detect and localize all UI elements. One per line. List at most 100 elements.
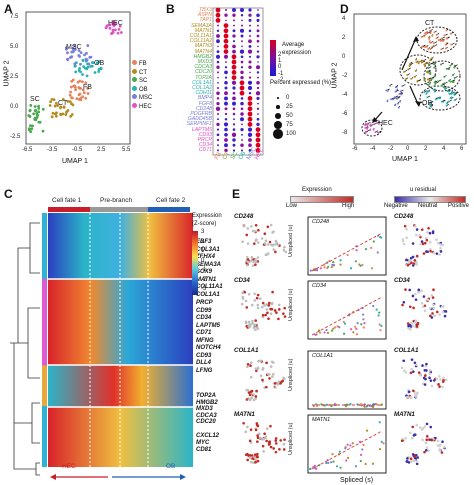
resid-point	[411, 255, 415, 259]
umap-point	[41, 129, 45, 133]
resid-point	[435, 252, 439, 255]
resid-point	[435, 238, 438, 242]
velocity-point	[430, 57, 433, 60]
velocity-point	[439, 39, 442, 42]
phase-point	[363, 405, 366, 408]
umap-point	[70, 113, 74, 116]
velocity-point	[434, 98, 437, 101]
gene-label: CDH11	[195, 90, 212, 97]
expr-point	[251, 319, 254, 323]
resid-point	[427, 298, 430, 302]
dot-mark	[257, 102, 259, 105]
dot-mark	[232, 96, 236, 101]
dot-mark	[241, 149, 243, 152]
expr-point	[274, 250, 277, 254]
velocity-umap-d	[353, 13, 467, 145]
umap-point	[85, 67, 89, 71]
expr-point	[266, 311, 269, 315]
dot-mark	[240, 8, 244, 12]
legend-item: FB	[132, 60, 152, 69]
velocity-point	[445, 104, 448, 107]
pct-tick: 0	[286, 95, 290, 101]
velocity-point	[446, 37, 449, 40]
dot-mark	[248, 91, 252, 95]
dot-mark	[223, 54, 229, 59]
velocity-point	[396, 102, 399, 105]
expr-point	[256, 434, 259, 437]
phase-point	[330, 461, 333, 464]
resid-point	[423, 309, 427, 313]
dot-mark	[256, 117, 260, 121]
header-left: Cell fate 1	[52, 197, 82, 204]
dot-mark	[223, 23, 229, 28]
phase-point	[378, 447, 382, 451]
header-bar-left	[48, 207, 90, 212]
resid-point	[411, 324, 415, 328]
resid-point	[423, 374, 427, 377]
phase-point	[326, 331, 330, 335]
legend-item: SC	[132, 77, 152, 86]
heatmap-gene-label: MATN1	[196, 276, 217, 283]
velocity-point	[428, 90, 431, 93]
expr-point	[274, 437, 278, 440]
expr-point	[251, 457, 254, 460]
phase-point	[358, 263, 361, 266]
a-ytick: 5.0	[10, 44, 19, 50]
expr-point	[265, 385, 268, 389]
dot-mark	[248, 65, 252, 69]
dot-mark	[240, 107, 244, 111]
a-annot-ob: OB	[94, 60, 105, 67]
expr-point	[252, 326, 256, 330]
expr-point	[274, 239, 278, 243]
resid-point	[441, 310, 445, 314]
gene-label: TBX3	[199, 7, 212, 13]
dot-mark	[255, 142, 261, 148]
umap-point	[33, 105, 37, 108]
expr-point	[272, 447, 275, 450]
c-legend-tick: -1	[201, 267, 207, 273]
expr-point	[263, 232, 267, 236]
expr-point	[284, 250, 287, 254]
phase-point	[370, 246, 373, 249]
dot-mark	[247, 106, 253, 112]
phase-point	[371, 462, 375, 465]
expr-point	[259, 359, 263, 363]
d-ytick: 0	[342, 54, 346, 60]
dot-mark	[239, 49, 245, 54]
expr-point	[243, 290, 247, 294]
velocity-point	[445, 67, 448, 70]
velocity-point	[437, 80, 440, 83]
resid-point	[428, 372, 432, 376]
expr-point	[255, 455, 259, 459]
velocity-point	[407, 68, 410, 71]
resid-point	[402, 301, 406, 304]
phase-point	[364, 247, 368, 251]
resid-point	[404, 436, 408, 440]
expr-point	[256, 327, 260, 330]
dot-mark	[232, 91, 236, 95]
dot-mark	[247, 111, 253, 117]
dot-mark	[232, 107, 236, 111]
umap-point	[61, 112, 65, 116]
resid-point	[422, 376, 426, 380]
phase-point	[347, 456, 350, 459]
umap-point	[33, 118, 37, 121]
a-annot-sc: SC	[30, 96, 40, 103]
legend-item: HEC	[132, 102, 152, 112]
resid-point	[425, 362, 428, 366]
resid-point	[409, 321, 413, 325]
c-legend-tick: -3	[201, 286, 207, 292]
expr-point	[258, 297, 262, 300]
resid-point	[430, 294, 434, 297]
c-legend-title: Expression (Z-score)	[192, 213, 222, 227]
expr-point	[247, 397, 251, 401]
resid-point	[439, 378, 442, 381]
avg-expr-tick: -1	[278, 70, 284, 77]
dot-mark	[240, 34, 244, 38]
velocity-point	[366, 127, 369, 130]
row-gene-mid: CD248	[312, 219, 330, 225]
resid-point	[409, 256, 413, 260]
velocity-point	[390, 98, 393, 101]
d-xtick: 2	[424, 146, 428, 152]
resid-point	[417, 371, 421, 374]
